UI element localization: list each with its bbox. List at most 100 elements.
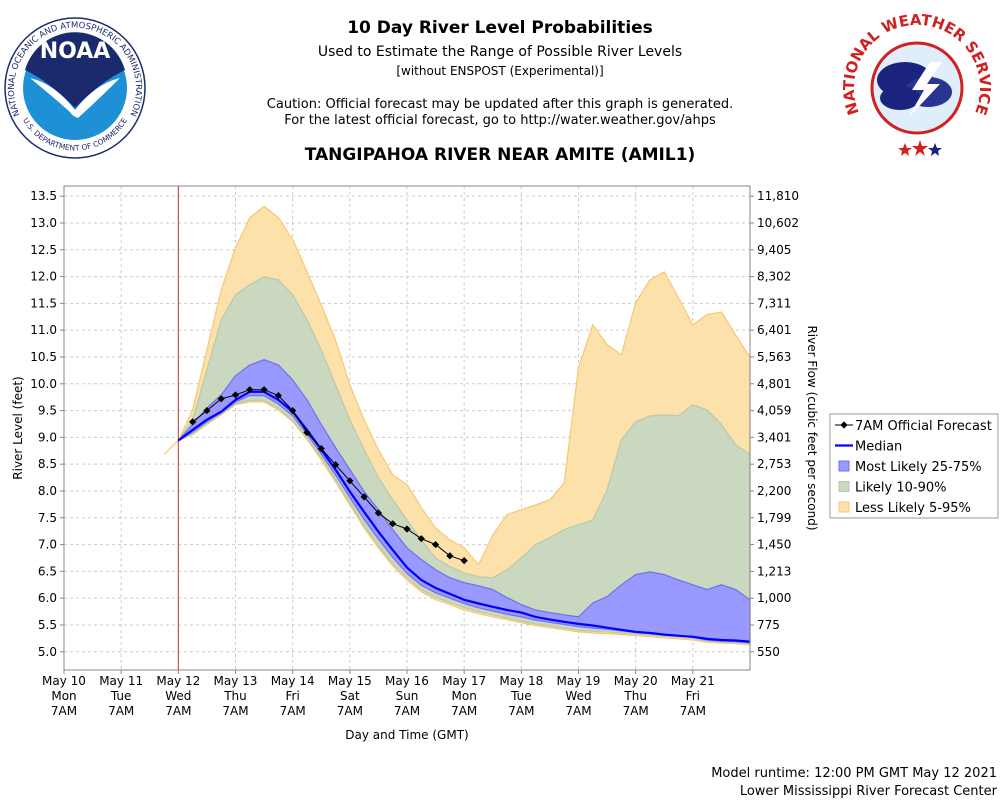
y2-tick-label: 550 <box>757 645 780 659</box>
y-tick-label: 12.5 <box>30 243 57 257</box>
legend-label: 7AM Official Forecast <box>855 419 992 434</box>
x-tick-label: May 10 <box>42 674 86 688</box>
forecast-point <box>460 557 468 565</box>
y2-tick-label: 7,311 <box>757 296 791 310</box>
legend-label: Less Likely 5-95% <box>855 501 971 516</box>
forecast-point <box>203 406 211 415</box>
forecast-point <box>317 445 325 453</box>
x-tick-label: May 17 <box>442 674 486 688</box>
legend-box <box>829 413 999 519</box>
y-tick-label: 13.0 <box>30 216 57 230</box>
legend-swatch <box>838 460 850 472</box>
y-tick-label: 8.5 <box>38 457 57 471</box>
x-tick-label: 7AM <box>51 704 77 718</box>
legend-swatch <box>838 501 850 513</box>
legend-label: Most Likely 25-75% <box>855 460 982 475</box>
forecast-point <box>374 509 383 517</box>
y2-tick-label: 1,213 <box>757 564 791 578</box>
x-tick-label: Tue <box>110 689 132 703</box>
y-tick-label: 11.5 <box>30 296 57 310</box>
median-line <box>177 390 751 643</box>
x-tick-label: Thu <box>623 689 647 703</box>
y2-tick-label: 1,000 <box>757 591 791 605</box>
caution: Caution: Official forecast may be update… <box>267 97 733 112</box>
caution: For the latest official forecast, go to … <box>284 113 716 128</box>
y-tick-label: 12.0 <box>30 270 57 284</box>
x-tick-label: May 20 <box>614 674 658 688</box>
forecast-point <box>360 493 368 501</box>
y-tick-label: 11.0 <box>30 323 57 337</box>
forecast-point <box>346 477 354 485</box>
y-tick-label: 6.5 <box>38 564 57 578</box>
y2-tick-label: 9,405 <box>757 243 791 257</box>
x-tick-label: Fri <box>686 689 700 703</box>
y2-tick-label: 11,810 <box>757 189 799 203</box>
x-tick-label: May 13 <box>214 674 258 688</box>
logo-noaa-text: NOAA <box>40 39 111 64</box>
forecast-point <box>274 391 282 400</box>
x-axis-label: Day and Time (GMT) <box>345 728 468 742</box>
logo-star <box>928 143 942 156</box>
forecast-point <box>289 406 297 415</box>
legend: 7AM Official Forecast Median Most Likely 2… <box>829 413 999 519</box>
legend-label: Median <box>855 440 902 455</box>
y-tick-label: 10.5 <box>30 350 57 364</box>
x-tick-label: 7AM <box>394 704 420 718</box>
axes: 5.0 5.5 6.0 6.5 7.0 7.5 8.0 8.5 9.0 9.5 10.0 10.5 11… <box>30 189 799 718</box>
forecast-point <box>403 525 411 533</box>
y-tick-label: 6.0 <box>38 591 57 605</box>
logo-bolt <box>908 62 942 118</box>
y2-axis-label: River Flow (cubic feet per second) <box>805 325 819 530</box>
x-tick-label: Thu <box>223 689 247 703</box>
x-tick-label: 7AM <box>280 704 306 718</box>
y2-tick-label: 2,200 <box>757 484 791 498</box>
y-tick-label: 8.0 <box>38 484 57 498</box>
x-tick-label: 7AM <box>108 704 134 718</box>
x-tick-label: Wed <box>565 689 591 703</box>
y-tick-label: 10.0 <box>30 377 57 391</box>
legend-swatch <box>838 481 850 492</box>
logo-star <box>912 140 928 156</box>
x-tick-label: Tue <box>510 689 532 703</box>
forecast-point <box>189 418 197 426</box>
y-axis-label: River Level (feet) <box>11 376 25 479</box>
forecast-point <box>231 391 240 399</box>
x-tick-label: May 21 <box>671 674 715 688</box>
forecast-point <box>217 395 225 403</box>
y2-tick-label: 4,059 <box>757 404 791 418</box>
legend-label: Likely 10-90% <box>855 481 946 496</box>
y2-tick-label: 10,602 <box>757 216 799 230</box>
y2-tick-label: 8,302 <box>757 270 791 284</box>
x-tick-label: 7AM <box>165 704 191 718</box>
x-tick-label: Wed <box>165 689 191 703</box>
y-tick-label: 13.5 <box>30 189 57 203</box>
forecast-point <box>246 386 254 394</box>
logo-bird <box>30 78 120 118</box>
x-tick-label: 7AM <box>337 704 363 718</box>
nws-logo: NATIONAL WEATHER SERVICE <box>840 11 994 156</box>
x-tick-label: May 18 <box>499 674 543 688</box>
chart-title: TANGIPAHOA RIVER NEAR AMITE (AMIL1) <box>305 145 696 165</box>
forecast-point <box>446 552 454 560</box>
y2-tick-label: 2,753 <box>757 457 791 471</box>
legend-marker <box>840 421 848 429</box>
x-tick-label: May 19 <box>557 674 601 688</box>
logo-cloud <box>880 86 920 110</box>
y-tick-label: 5.0 <box>38 645 57 659</box>
x-tick-label: Sun <box>396 689 419 703</box>
x-tick-label: May 16 <box>385 674 429 688</box>
x-tick-label: 7AM <box>508 704 534 718</box>
footer: Lower Mississippi River Forecast Center <box>740 784 998 799</box>
forecast-point <box>303 428 311 437</box>
x-tick-label: Sat <box>340 689 360 703</box>
noaa-logo: NOAA NATIONAL OCEANIC AND ATMOSPHERIC AD… <box>4 17 146 159</box>
x-tick-label: 7AM <box>680 704 706 718</box>
x-tick-label: 7AM <box>222 704 248 718</box>
x-tick-label: 7AM <box>451 704 477 718</box>
x-tick-label: May 12 <box>156 674 200 688</box>
x-tick-label: 7AM <box>565 704 591 718</box>
forecast-point <box>417 535 425 543</box>
note: [without ENSPOST (Experimental)] <box>396 64 603 78</box>
